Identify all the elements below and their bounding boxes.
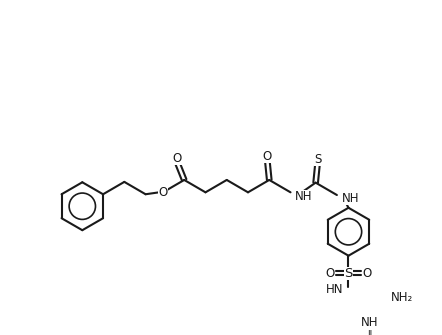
Text: O: O <box>263 150 272 163</box>
Text: S: S <box>344 267 353 280</box>
Text: NH: NH <box>294 190 312 203</box>
Text: S: S <box>314 153 321 166</box>
Text: O: O <box>326 267 335 280</box>
Text: NH: NH <box>342 192 359 205</box>
Text: O: O <box>362 267 371 280</box>
Text: O: O <box>173 152 182 165</box>
Text: II: II <box>367 330 372 335</box>
Text: O: O <box>158 186 168 199</box>
Text: NH₂: NH₂ <box>391 291 413 304</box>
Text: HN: HN <box>326 283 344 296</box>
Text: NH: NH <box>361 317 378 329</box>
